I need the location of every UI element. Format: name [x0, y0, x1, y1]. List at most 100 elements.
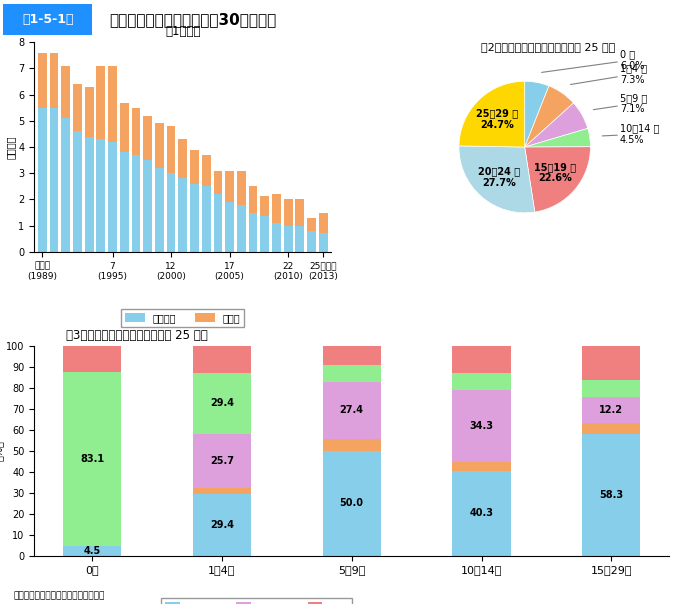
Bar — [85, 137, 94, 252]
Bar — [61, 118, 70, 252]
Title: （1）推移: （1）推移 — [165, 25, 201, 38]
Bar — [322, 451, 381, 556]
Bar — [260, 196, 269, 216]
Bar — [50, 53, 59, 108]
Bar — [73, 131, 82, 252]
Text: 10～14 歳
4.5%: 10～14 歳 4.5% — [602, 123, 659, 145]
Bar — [214, 170, 223, 194]
Bar — [178, 179, 187, 252]
Bar — [225, 202, 234, 252]
Bar — [108, 142, 117, 252]
Bar — [249, 187, 257, 213]
Bar — [155, 123, 164, 168]
Text: 25.7: 25.7 — [210, 456, 234, 466]
Y-axis label: （%）: （%） — [0, 440, 3, 461]
Text: 27.4: 27.4 — [339, 405, 364, 416]
Text: 83.1: 83.1 — [80, 454, 104, 464]
Bar — [132, 155, 141, 252]
Text: 15～19 歳
22.6%: 15～19 歳 22.6% — [533, 162, 576, 184]
Wedge shape — [525, 86, 574, 147]
Bar — [190, 184, 199, 252]
Text: 50.0: 50.0 — [339, 498, 364, 509]
Bar — [178, 139, 187, 179]
Y-axis label: （千人）: （千人） — [5, 135, 16, 159]
Bar — [322, 346, 381, 365]
Bar — [582, 434, 641, 556]
Bar — [582, 346, 641, 380]
Bar — [283, 226, 292, 252]
Bar — [249, 213, 257, 252]
Bar — [193, 373, 251, 434]
Bar — [319, 213, 328, 234]
Wedge shape — [459, 82, 525, 147]
Text: 40.3: 40.3 — [469, 509, 494, 518]
Bar — [272, 223, 281, 252]
Bar — [50, 108, 59, 252]
Bar — [167, 173, 176, 252]
Bar — [322, 439, 381, 451]
Legend: 交通事故, 転倒・転落, 溺死・溺水, 窒息, その他: 交通事故, 転倒・転落, 溺死・溺水, 窒息, その他 — [161, 598, 352, 604]
Bar — [120, 152, 128, 252]
Bar — [452, 390, 511, 462]
FancyBboxPatch shape — [3, 4, 92, 35]
Bar — [132, 108, 141, 155]
Legend: 交通事故, その他: 交通事故, その他 — [122, 309, 245, 327]
Wedge shape — [459, 146, 535, 213]
Bar — [319, 234, 328, 252]
Bar — [193, 494, 251, 556]
Bar — [237, 170, 246, 205]
Bar — [190, 150, 199, 184]
Bar — [38, 53, 46, 108]
Bar — [193, 346, 251, 373]
Bar — [202, 155, 210, 187]
Bar — [202, 187, 210, 252]
Wedge shape — [525, 82, 549, 147]
Bar — [96, 139, 105, 252]
Bar — [322, 382, 381, 439]
Bar — [85, 87, 94, 137]
Bar — [155, 168, 164, 252]
Text: 1～4 歳
7.3%: 1～4 歳 7.3% — [570, 63, 647, 85]
Wedge shape — [525, 147, 590, 212]
Wedge shape — [525, 103, 588, 147]
Bar — [38, 108, 46, 252]
Text: 不慮の事故による死亡数（30歳未満）: 不慮の事故による死亡数（30歳未満） — [109, 12, 277, 27]
Bar — [63, 346, 122, 372]
Bar — [260, 216, 269, 252]
Text: （3）事故区分別構成割合（平成 25 年）: （3）事故区分別構成割合（平成 25 年） — [66, 329, 208, 342]
Text: 4.5: 4.5 — [83, 546, 101, 556]
Bar — [296, 226, 304, 252]
Bar — [143, 160, 152, 252]
Text: （出典）厚生労働省「人口動態統計」: （出典）厚生労働省「人口動態統計」 — [14, 591, 105, 600]
Bar — [225, 170, 234, 202]
Text: 29.4: 29.4 — [210, 520, 234, 530]
Bar — [73, 84, 82, 131]
Text: 5～9 歳
7.1%: 5～9 歳 7.1% — [594, 93, 647, 114]
Bar — [582, 380, 641, 397]
Bar — [322, 365, 381, 382]
Text: 第1-5-1図: 第1-5-1図 — [22, 13, 74, 26]
Text: 29.4: 29.4 — [210, 398, 234, 408]
Text: 58.3: 58.3 — [599, 490, 624, 500]
Bar — [307, 231, 316, 252]
Wedge shape — [525, 129, 590, 147]
Bar — [452, 462, 511, 471]
Bar — [63, 546, 122, 556]
Bar — [283, 199, 292, 226]
Bar — [120, 103, 128, 152]
Bar — [193, 488, 251, 494]
Bar — [143, 115, 152, 160]
Bar — [193, 434, 251, 488]
Text: 34.3: 34.3 — [469, 421, 494, 431]
Bar — [61, 66, 70, 118]
Bar — [63, 372, 122, 546]
Bar — [452, 373, 511, 390]
Bar — [296, 199, 304, 226]
Bar — [167, 126, 176, 173]
Bar — [272, 194, 281, 223]
Text: 12.2: 12.2 — [599, 405, 624, 416]
Bar — [307, 218, 316, 231]
Text: 0 歳
6.0%: 0 歳 6.0% — [542, 49, 644, 72]
Bar — [108, 66, 117, 142]
Bar — [452, 346, 511, 373]
